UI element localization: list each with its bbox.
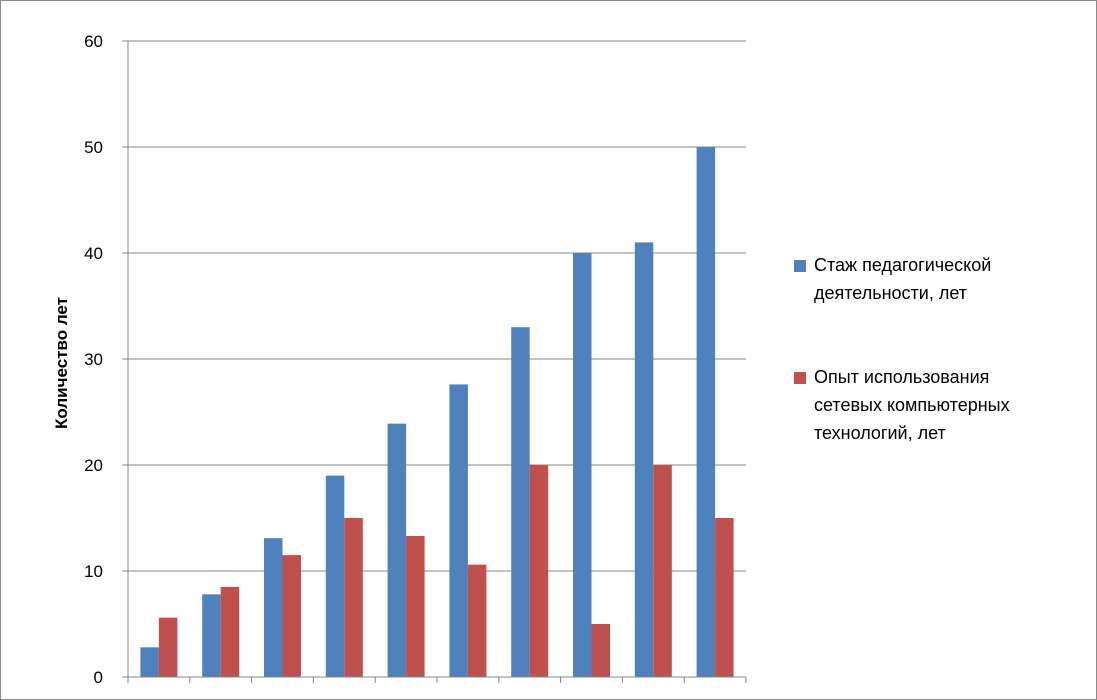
bar-teaching-experience [140,647,159,677]
bar-network-tech-experience [158,617,178,677]
y-tick-label: 0 [94,668,103,687]
legend-label: деятельности, лет [814,283,967,303]
legend-label: Стаж педагогической [814,255,991,275]
bar-network-tech-experience [344,518,363,677]
bar-teaching-experience [387,423,407,677]
y-axis-label: Количество лет [52,297,71,429]
bar-teaching-experience [202,594,221,677]
y-tick-label: 30 [84,350,103,369]
y-tick-label: 20 [84,456,103,475]
bar-network-tech-experience [220,586,240,677]
legend-label: сетевых компьютерных [814,395,1010,415]
axes [122,40,747,683]
bar-network-tech-experience [529,465,549,677]
y-tick-label: 40 [84,244,103,263]
bar-network-tech-experience [406,536,425,677]
bar-network-tech-experience [715,518,734,677]
bar-network-tech-experience [591,624,610,677]
y-tick-labels: 0 10 20 30 40 50 60 [84,32,103,687]
bar-network-tech-experience [653,465,672,677]
y-tick-label: 50 [84,138,103,157]
bar-teaching-experience [696,147,716,677]
legend-swatch [794,372,806,384]
bar-teaching-experience [325,475,345,677]
bar-teaching-experience [511,327,530,677]
y-tick-label: 10 [84,562,103,581]
bar-network-tech-experience [467,564,487,677]
legend-label: Опыт использования [814,367,989,387]
legend: Стаж педагогической деятельности, лет Опыт… [794,255,1010,443]
legend-label: технологий, лет [814,423,946,443]
bars [140,147,734,677]
bar-network-tech-experience [282,555,301,677]
y-tick-label: 60 [84,32,103,51]
bar-teaching-experience [573,253,592,677]
bar-teaching-experience [264,538,283,677]
bar-teaching-experience [634,242,654,677]
bar-teaching-experience [449,384,468,677]
legend-swatch [794,260,806,272]
